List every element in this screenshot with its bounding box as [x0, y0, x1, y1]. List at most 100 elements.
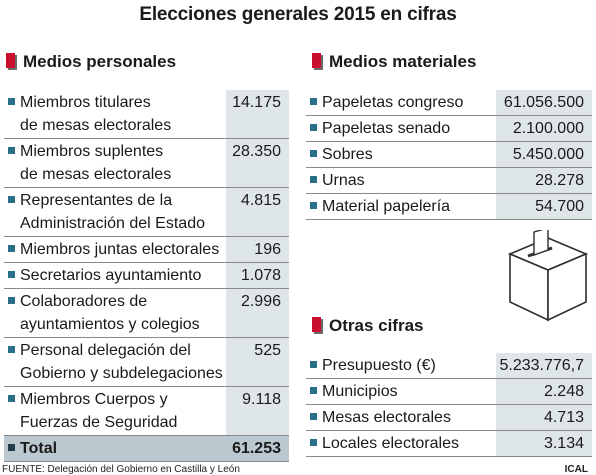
- row-label-text: Municipios: [322, 383, 398, 400]
- row-value: 5.450.000: [496, 141, 592, 168]
- bullet-icon: [8, 271, 15, 279]
- row-label-text: Papeletas senado: [322, 120, 451, 137]
- row-value: 2.248: [496, 378, 592, 405]
- table-row: Personal delegación del Gobierno y subdel…: [4, 337, 289, 387]
- bullet-icon: [310, 361, 317, 369]
- row-value: 1.078: [226, 262, 289, 289]
- table-row: Representantes de la Administración del E…: [4, 187, 289, 237]
- row-label: Sobres: [306, 141, 496, 168]
- bullet-icon: [310, 202, 317, 210]
- row-value: 5.233.776,7: [496, 353, 592, 379]
- row-value: 54.700: [496, 193, 592, 220]
- table-row: Sobres 5.450.000: [306, 141, 592, 168]
- row-label: Miembros suplentes de mesas electorales: [4, 138, 226, 188]
- bullet-icon: [8, 98, 15, 106]
- total-value: 61.253: [226, 435, 289, 462]
- row-label-text: Mesas electorales: [322, 409, 451, 426]
- bullet-icon: [310, 176, 317, 184]
- section-title: Medios personales: [23, 52, 177, 71]
- row-label-line1: Miembros titulares: [20, 94, 151, 111]
- bullet-icon: [8, 147, 15, 155]
- section-heading-materiales: Medios materiales: [312, 52, 476, 72]
- table-row: Municipios 2.248: [306, 378, 592, 405]
- bullet-icon: [8, 346, 15, 354]
- row-label-line2: de mesas electorales: [20, 166, 172, 183]
- row-label-line1: Miembros Cuerpos y: [20, 391, 168, 408]
- row-label: Urnas: [306, 167, 496, 194]
- row-label: Papeletas senado: [306, 115, 496, 142]
- row-label-line2: de mesas electorales: [20, 117, 172, 134]
- row-label-text: Papeletas congreso: [322, 94, 464, 111]
- materiales-table: Papeletas congreso 61.056.500 Papeletas se…: [306, 90, 592, 220]
- row-label-line1: Representantes de la: [20, 192, 173, 209]
- total-label-text: Total: [20, 440, 58, 457]
- source-note: FUENTE: Delegación del Gobierno en Casti…: [2, 464, 240, 475]
- row-value: 14.175: [226, 90, 289, 139]
- ballot-box-icon: [507, 230, 589, 322]
- bullet-icon: [310, 124, 317, 132]
- row-value: 2.100.000: [496, 115, 592, 142]
- section-marker-icon: [312, 317, 321, 332]
- section-title: Medios materiales: [329, 52, 477, 71]
- row-label: Material papelería: [306, 193, 496, 220]
- row-label: Miembros titulares de mesas electorales: [4, 90, 226, 139]
- row-label-text: Sobres: [322, 146, 373, 163]
- row-label: Representantes de la Administración del E…: [4, 187, 226, 237]
- row-value: 61.056.500: [496, 90, 592, 116]
- table-row: Papeletas senado 2.100.000: [306, 115, 592, 142]
- row-label-text: Locales electorales: [322, 435, 459, 452]
- row-label: Locales electorales: [306, 430, 496, 457]
- row-label-text: Urnas: [322, 172, 365, 189]
- table-row: Papeletas congreso 61.056.500: [306, 90, 592, 116]
- row-label: Presupuesto (€): [306, 353, 496, 379]
- table-row: Miembros Cuerpos y Fuerzas de Seguridad 9.…: [4, 386, 289, 436]
- row-label-line2: Gobierno y subdelegaciones: [20, 365, 223, 382]
- row-label-line1: Miembros suplentes: [20, 143, 164, 160]
- table-row: Secretarios ayuntamiento 1.078: [4, 262, 289, 289]
- section-title: Otras cifras: [329, 316, 424, 335]
- row-value: 525: [226, 337, 289, 387]
- bullet-icon: [8, 245, 15, 253]
- section-heading-otras: Otras cifras: [312, 316, 424, 336]
- row-label-text: Material papelería: [322, 198, 451, 215]
- row-label: Miembros Cuerpos y Fuerzas de Seguridad: [4, 386, 226, 436]
- total-label: Total: [4, 435, 226, 462]
- row-value: 4.713: [496, 404, 592, 431]
- row-label: Miembros juntas electorales: [4, 236, 226, 263]
- bullet-icon: [310, 439, 317, 447]
- bullet-icon: [310, 98, 317, 106]
- row-value: 9.118: [226, 386, 289, 436]
- row-label-line1: Colaboradores de: [20, 293, 148, 310]
- total-row: Total 61.253: [4, 435, 289, 462]
- row-label: Secretarios ayuntamiento: [4, 262, 226, 289]
- table-row: Presupuesto (€) 5.233.776,7: [306, 353, 592, 379]
- table-row: Miembros suplentes de mesas electorales 28…: [4, 138, 289, 188]
- row-label-line1: Secretarios ayuntamiento: [20, 267, 202, 284]
- row-label: Mesas electorales: [306, 404, 496, 431]
- table-row: Mesas electorales 4.713: [306, 404, 592, 431]
- personal-table: Miembros titulares de mesas electorales 14…: [4, 90, 289, 462]
- row-label-text: Presupuesto (€): [322, 357, 436, 374]
- row-label-line2: Administración del Estado: [20, 215, 205, 232]
- row-value: 196: [226, 236, 289, 263]
- row-label-line1: Miembros juntas electorales: [20, 241, 220, 258]
- table-row: Locales electorales 3.134: [306, 430, 592, 457]
- bullet-icon: [8, 395, 15, 403]
- row-label: Municipios: [306, 378, 496, 405]
- row-label-line1: Personal delegación del: [20, 342, 191, 359]
- row-label: Personal delegación del Gobierno y subdel…: [4, 337, 226, 387]
- table-row: Miembros juntas electorales 196: [4, 236, 289, 263]
- bullet-icon: [310, 150, 317, 158]
- agency-credit: ICAL: [564, 464, 588, 475]
- page-title: Elecciones generales 2015 en cifras: [139, 4, 457, 25]
- bullet-icon: [310, 387, 317, 395]
- section-marker-icon: [6, 53, 15, 68]
- row-value: 28.278: [496, 167, 592, 194]
- bullet-icon: [310, 413, 317, 421]
- table-row: Material papelería 54.700: [306, 193, 592, 220]
- row-label: Colaboradores de ayuntamientos y colegios: [4, 288, 226, 338]
- row-label-line2: Fuerzas de Seguridad: [20, 414, 178, 431]
- row-label-line2: ayuntamientos y colegios: [20, 316, 200, 333]
- row-value: 4.815: [226, 187, 289, 237]
- bullet-icon: [8, 196, 15, 204]
